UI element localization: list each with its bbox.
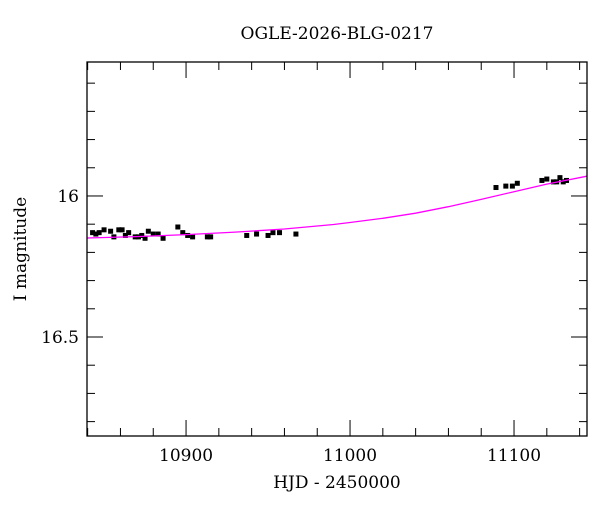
data-point	[270, 230, 276, 236]
data-point	[108, 228, 114, 234]
data-point	[204, 234, 210, 240]
x-tick-label: 11100	[487, 446, 541, 466]
data-point	[116, 227, 122, 233]
y-tick-label: 16	[57, 187, 79, 207]
chart-title: OGLE-2026-BLG-0217	[241, 24, 434, 44]
y-tick-label: 16.5	[41, 328, 79, 348]
data-point	[503, 183, 509, 189]
data-point	[101, 227, 107, 233]
data-points	[90, 175, 570, 241]
data-point	[126, 230, 132, 236]
x-axis: 10900 11000 11100	[87, 62, 581, 466]
data-point	[190, 234, 196, 240]
plot-frame	[86, 61, 588, 437]
data-point	[539, 177, 545, 183]
data-point	[509, 183, 515, 189]
data-point	[96, 230, 102, 236]
x-tick-label: 10900	[159, 446, 213, 466]
data-point	[293, 231, 299, 237]
data-point	[175, 224, 181, 230]
data-point	[90, 230, 96, 236]
data-point	[208, 234, 214, 240]
data-point	[265, 232, 271, 238]
data-point	[493, 185, 499, 191]
data-point	[185, 232, 191, 238]
model-curve	[86, 175, 588, 239]
data-point	[277, 230, 283, 236]
data-point	[514, 180, 520, 186]
y-axis: 16 16.5	[41, 82, 587, 423]
data-point	[244, 232, 250, 238]
data-point	[93, 231, 99, 237]
x-tick-label: 11000	[323, 446, 377, 466]
data-point	[119, 227, 125, 233]
data-point	[557, 175, 563, 181]
y-axis-label: I magnitude	[11, 197, 31, 301]
x-axis-label: HJD - 2450000	[273, 473, 401, 493]
data-point	[145, 228, 151, 234]
data-point	[160, 235, 166, 241]
data-point	[254, 231, 260, 237]
data-point	[544, 176, 550, 182]
